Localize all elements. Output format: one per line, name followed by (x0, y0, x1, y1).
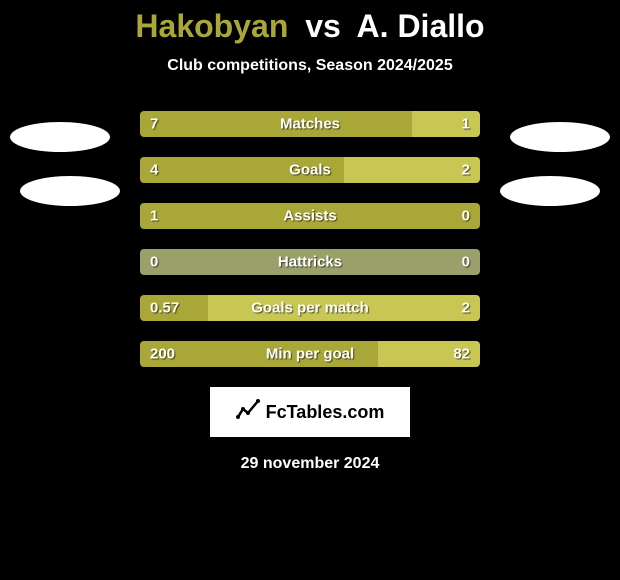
stat-value-right: 2 (462, 162, 470, 179)
stat-row: 1 0 Assists (140, 203, 480, 229)
stat-row: 7 1 Matches (140, 111, 480, 137)
player1-name: Hakobyan (135, 8, 288, 44)
player1-club-icon (20, 176, 120, 206)
chart-title: Hakobyan vs A. Diallo (0, 8, 620, 45)
stat-label: Goals per match (251, 300, 369, 317)
stat-value-right: 0 (462, 208, 470, 225)
logo-text: FcTables.com (266, 402, 385, 423)
stat-value-right: 2 (462, 300, 470, 317)
player2-name: A. Diallo (357, 8, 485, 44)
stat-label: Hattricks (278, 254, 342, 271)
stat-row: 200 82 Min per goal (140, 341, 480, 367)
stat-row: 4 2 Goals (140, 157, 480, 183)
vs-label: vs (305, 8, 341, 44)
stat-value-right: 82 (453, 346, 470, 363)
stat-value-left: 0 (150, 254, 158, 271)
bar-right (344, 157, 480, 183)
chart-subtitle: Club competitions, Season 2024/2025 (0, 57, 620, 75)
stat-row: 0 0 Hattricks (140, 249, 480, 275)
player1-badge-icon (10, 122, 110, 152)
logo-box[interactable]: FcTables.com (210, 387, 410, 437)
chart-container: Hakobyan vs A. Diallo Club competitions,… (0, 0, 620, 580)
stat-value-left: 1 (150, 208, 158, 225)
stat-rows: 7 1 Matches 4 2 Goals 1 0 Assists 0 0 Hattricks 0.57… (140, 111, 480, 367)
stat-label: Matches (280, 116, 340, 133)
stat-value-left: 7 (150, 116, 158, 133)
bar-left (140, 111, 412, 137)
stat-value-left: 4 (150, 162, 158, 179)
stat-label: Goals (289, 162, 331, 179)
stat-label: Min per goal (266, 346, 354, 363)
stat-label: Assists (283, 208, 336, 225)
stat-value-left: 0.57 (150, 300, 179, 317)
stat-row: 0.57 2 Goals per match (140, 295, 480, 321)
stat-value-right: 1 (462, 116, 470, 133)
chart-date: 29 november 2024 (0, 455, 620, 473)
player2-club-icon (500, 176, 600, 206)
stat-value-left: 200 (150, 346, 175, 363)
logo-icon (236, 399, 260, 425)
stat-value-right: 0 (462, 254, 470, 271)
player2-badge-icon (510, 122, 610, 152)
